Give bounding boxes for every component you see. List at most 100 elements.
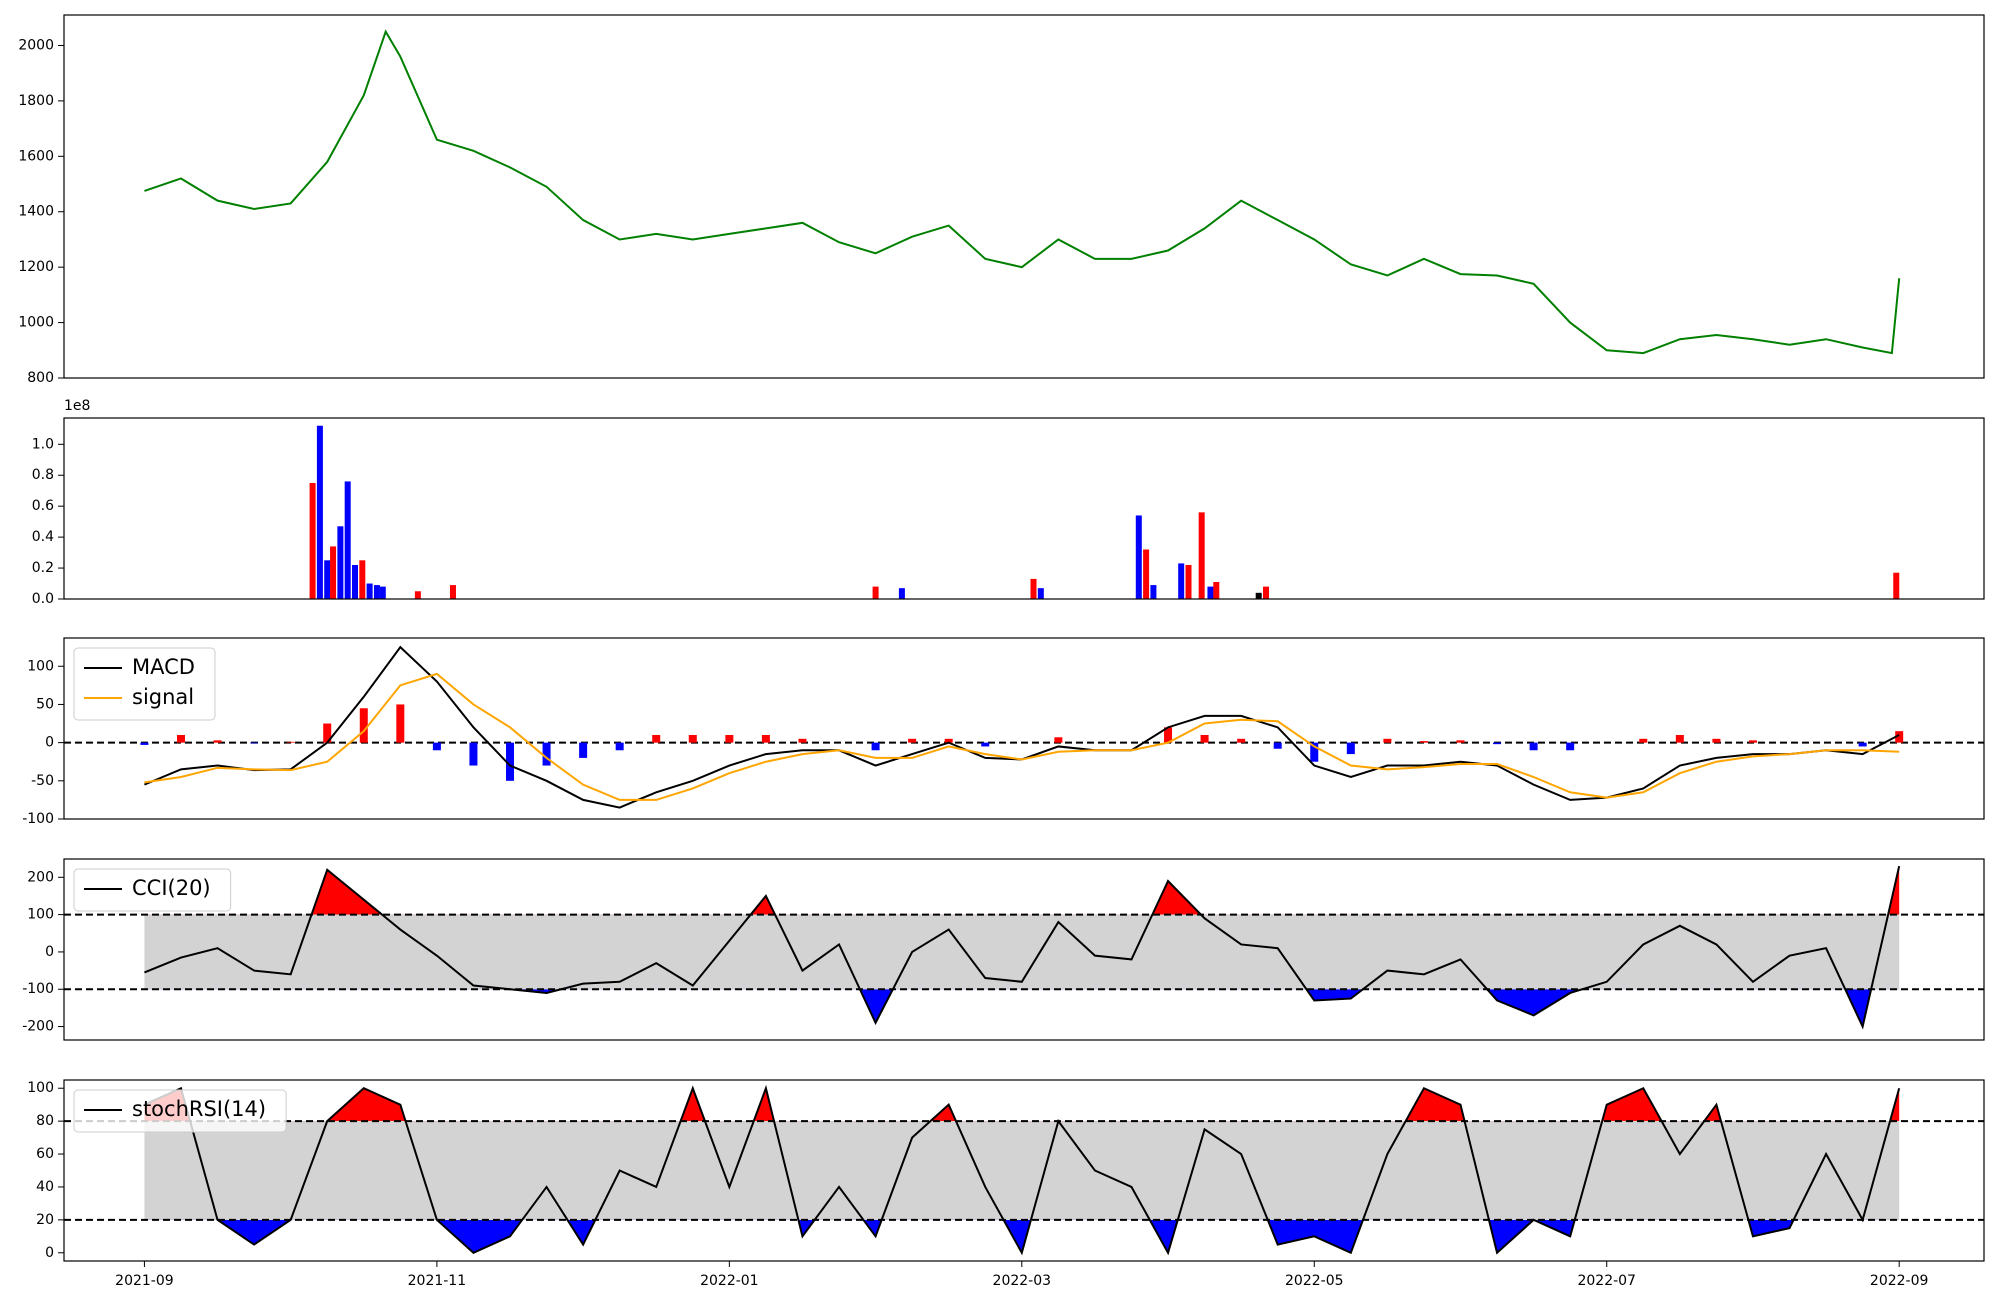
x-tick-label: 2022-09 — [1870, 1273, 1929, 1289]
histogram-bar — [1529, 742, 1538, 751]
histogram-bar — [761, 734, 770, 743]
y-tick-label: 20 — [36, 1212, 54, 1228]
series-line — [144, 29, 1901, 355]
volume-bar — [1263, 586, 1270, 599]
histogram-bar — [652, 734, 661, 743]
volume-bar — [414, 591, 421, 599]
x-tick-label: 2022-03 — [993, 1273, 1052, 1289]
histogram-bar — [140, 742, 149, 745]
y-tick-label: 0.2 — [32, 560, 54, 576]
volume-bar — [366, 583, 373, 599]
histogram-bar — [1164, 727, 1173, 743]
volume-bar — [337, 526, 344, 599]
volume-bar — [359, 560, 366, 599]
histogram-bar — [688, 734, 697, 743]
volume-bar — [373, 585, 380, 599]
volume-bar — [330, 546, 337, 599]
axes-frame — [63, 637, 1985, 820]
offset-label: 1e8 — [64, 398, 90, 414]
histogram-bar — [1054, 737, 1063, 743]
plot-area — [64, 865, 1984, 1030]
volume-bar — [449, 585, 456, 599]
volume-bar — [872, 586, 879, 599]
panel: 0 20 40 60 80 100 2021-09 2021-11 2022-01 2022-03… — [27, 1079, 1985, 1289]
legend-label: MACD — [132, 655, 195, 679]
histogram-bar — [506, 742, 515, 781]
y-tick-label: 100 — [27, 1080, 54, 1096]
histogram-bar — [1748, 740, 1757, 743]
legend: MACD signal — [73, 647, 216, 721]
histogram-bar — [579, 742, 588, 758]
volume-bar — [344, 481, 351, 599]
series-line — [144, 1084, 1901, 1256]
volume-bar — [1030, 578, 1037, 599]
legend-label: CCI(20) — [132, 876, 211, 900]
volume-bar — [1185, 564, 1192, 599]
histogram-bar — [1383, 738, 1392, 743]
plot-area — [64, 1084, 1984, 1256]
histogram-bar — [981, 742, 990, 747]
volume-bar — [1135, 515, 1142, 599]
histogram-bar — [359, 708, 368, 743]
band-fill — [144, 1121, 1900, 1220]
plot-area — [144, 29, 1901, 355]
y-tick-label: 1800 — [18, 93, 54, 109]
histogram-bar — [176, 734, 185, 743]
histogram-bar — [1712, 738, 1721, 743]
legend-label: signal — [132, 685, 194, 709]
histogram-bar — [1310, 742, 1319, 762]
volume-bar — [1198, 512, 1205, 599]
x-tick-label: 2022-01 — [700, 1273, 759, 1289]
panel: -100 -50 0 50 100 MACD signal — [22, 637, 1985, 827]
histogram-bar — [250, 742, 259, 744]
histogram-bar — [469, 742, 478, 766]
y-tick-label: -200 — [22, 1019, 54, 1035]
y-tick-label: 1600 — [18, 148, 54, 164]
y-tick-label: 0 — [45, 944, 54, 960]
plot-area — [309, 425, 1900, 599]
histogram-bar — [725, 734, 734, 743]
axes-frame — [63, 1079, 1985, 1262]
y-tick-label: 200 — [27, 869, 54, 885]
y-tick-label: -100 — [22, 981, 54, 997]
histogram-bar — [1419, 741, 1428, 743]
volume-bar — [324, 560, 331, 599]
histogram-bar — [798, 738, 807, 743]
y-tick-label: 0.6 — [32, 498, 54, 514]
x-tick-label: 2022-07 — [1577, 1273, 1636, 1289]
y-tick-label: 0.8 — [32, 467, 54, 483]
x-tick-label: 2022-05 — [1285, 1273, 1344, 1289]
panel: 800 1000 1200 1400 1600 1800 2000 — [18, 14, 1985, 386]
plot-area — [64, 645, 1984, 809]
volume-bar — [1893, 572, 1900, 599]
histogram-bar — [871, 742, 880, 751]
band-fill — [144, 914, 1900, 990]
y-tick-label: 80 — [36, 1113, 54, 1129]
legend-label: stochRSI(14) — [132, 1097, 266, 1121]
y-tick-label: 0 — [45, 735, 54, 751]
histogram-bar — [1346, 742, 1355, 755]
y-tick-label: 100 — [27, 907, 54, 923]
histogram-bar — [542, 742, 551, 766]
y-tick-label: 1000 — [18, 315, 54, 331]
axes-frame — [63, 417, 1985, 600]
panel: -200 -100 0 100 200 CCI(20) — [22, 858, 1985, 1041]
histogram-bar — [1639, 738, 1648, 743]
volume-bar — [1178, 563, 1185, 599]
histogram-bar — [432, 742, 441, 751]
histogram-bar — [1858, 742, 1867, 747]
y-tick-label: 2000 — [18, 37, 54, 53]
legend: stochRSI(14) — [73, 1089, 287, 1133]
histogram-bar — [1895, 731, 1904, 743]
y-tick-label: 60 — [36, 1146, 54, 1162]
histogram-bar — [396, 704, 405, 743]
y-tick-label: 40 — [36, 1179, 54, 1195]
volume-bar — [1150, 585, 1157, 599]
histogram-bar — [213, 740, 222, 743]
y-tick-label: 0.4 — [32, 529, 54, 545]
histogram-bar — [615, 742, 624, 751]
axes-frame — [63, 14, 1985, 379]
volume-bar — [1207, 586, 1214, 599]
y-tick-label: 1200 — [18, 259, 54, 275]
